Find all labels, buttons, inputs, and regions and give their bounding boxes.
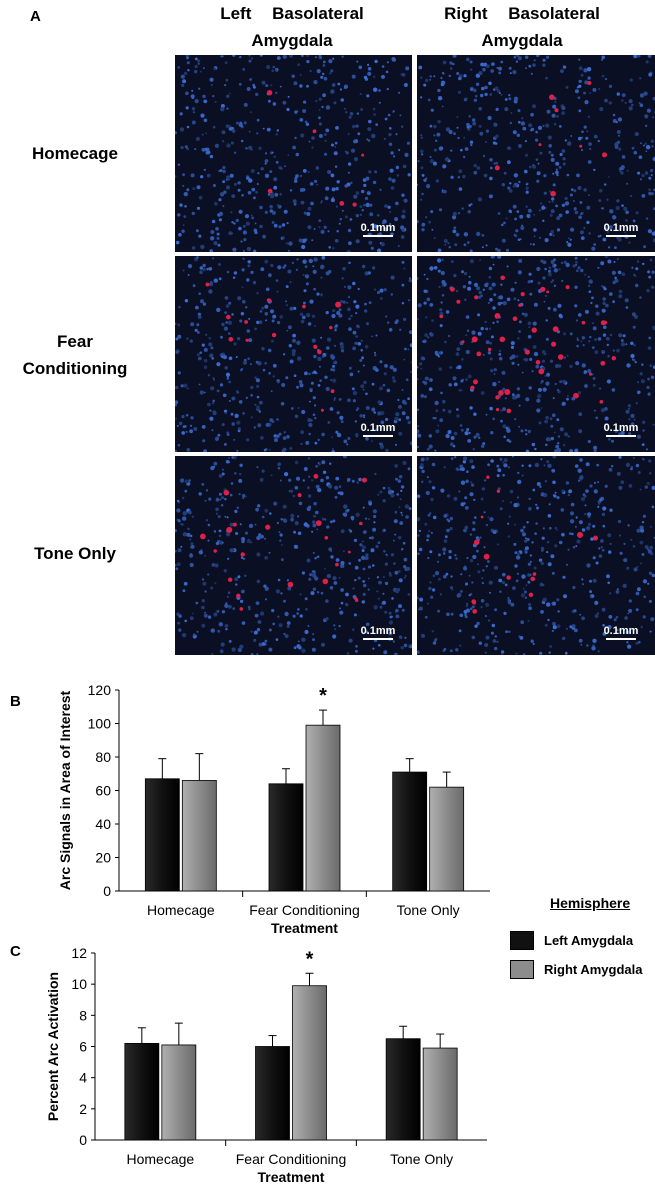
- column-header-line2: Amygdala: [251, 31, 333, 50]
- x-tick-label: Fear Conditioning: [236, 1151, 347, 1167]
- y-tick-label: 100: [88, 716, 112, 732]
- scale-bar-line: [606, 638, 636, 640]
- legend-title: Hemisphere: [550, 895, 631, 911]
- y-tick-label: 60: [95, 783, 111, 799]
- bar-right-amygdala: [305, 724, 341, 892]
- x-tick-label: Homecage: [147, 902, 215, 918]
- scale-bar-line: [606, 435, 636, 437]
- y-tick-label: 20: [95, 850, 111, 866]
- legend-swatch-left: [510, 931, 534, 950]
- panel-a-label: A: [30, 8, 41, 25]
- bar-right-amygdala: [429, 786, 465, 892]
- scale-bar-line: [363, 235, 393, 237]
- scale-bar-label: 0.1mm: [603, 222, 639, 234]
- micrograph-right-tone-only: 0.1mm: [417, 456, 655, 655]
- column-header-left-basolateral: Left Basolateral Amygdala: [192, 0, 392, 54]
- row-label-line1: Fear: [57, 332, 93, 351]
- row-label-tone-only: Tone Only: [0, 540, 150, 567]
- chart-c-percent-arc-activation: 0 2 4 6 8 10 12 Homecage * Fear Conditioning Tone …: [45, 945, 487, 1185]
- scale-bar-line: [363, 435, 393, 437]
- y-axis-title: Arc Signals in Area of Interest: [57, 690, 73, 890]
- y-tick-label: 0: [103, 883, 111, 899]
- y-tick-label: 120: [88, 682, 112, 698]
- row-label-line2: Conditioning: [22, 359, 128, 378]
- legend-label: Right Amygdala: [544, 962, 643, 977]
- column-header-right-basolateral: Right Basolateral Amygdala: [422, 0, 622, 54]
- bar-right-amygdala: [422, 1047, 458, 1141]
- micrograph-image: [417, 456, 655, 655]
- panel-b-label: B: [10, 693, 21, 710]
- y-tick-label: 40: [95, 816, 111, 832]
- bar-left-amygdala: [268, 783, 304, 892]
- legend: Hemisphere Left Amygdala Right Amygdala: [510, 895, 655, 979]
- legend-label: Left Amygdala: [544, 933, 634, 948]
- y-tick-label: 4: [79, 1070, 87, 1086]
- x-tick-label: Tone Only: [390, 1151, 453, 1167]
- legend-item-right-amygdala: Right Amygdala: [510, 960, 655, 979]
- micrograph-left-homecage: 0.1mm: [175, 55, 412, 252]
- y-axis-title: Percent Arc Activation: [45, 972, 61, 1121]
- scale-bar: 0.1mm: [601, 222, 641, 237]
- scale-bar-label: 0.1mm: [360, 222, 396, 234]
- scale-bar-label: 0.1mm: [603, 625, 639, 637]
- scale-bar-line: [363, 638, 393, 640]
- row-label-line1: Tone Only: [34, 544, 116, 563]
- scale-bar: 0.1mm: [358, 222, 398, 237]
- micrograph-image: [417, 55, 655, 252]
- scale-bar: 0.1mm: [601, 625, 641, 640]
- scale-bar-line: [606, 235, 636, 237]
- micrograph-image: [175, 55, 411, 252]
- micrograph-left-fear-conditioning: 0.1mm: [175, 256, 412, 452]
- y-tick-label: 2: [79, 1101, 87, 1117]
- micrograph-right-homecage: 0.1mm: [417, 55, 655, 252]
- scale-bar-label: 0.1mm: [360, 422, 396, 434]
- x-tick-label: Tone Only: [397, 902, 460, 918]
- bar-left-amygdala: [124, 1042, 160, 1141]
- bar-right-amygdala: [181, 780, 217, 892]
- column-header-line2: Amygdala: [481, 31, 563, 50]
- panel-c-label: C: [10, 943, 21, 960]
- column-header-line1: Right Basolateral: [444, 4, 600, 23]
- scale-bar: 0.1mm: [358, 422, 398, 437]
- y-tick-label: 10: [71, 976, 87, 992]
- bar-right-amygdala: [292, 985, 327, 1141]
- bar-left-amygdala: [255, 1046, 290, 1141]
- x-tick-label: Fear Conditioning: [249, 902, 360, 918]
- y-tick-label: 6: [79, 1039, 87, 1055]
- scale-bar: 0.1mm: [358, 625, 398, 640]
- y-tick-label: 12: [71, 945, 87, 961]
- x-axis-title: Treatment: [258, 1169, 325, 1185]
- scale-bar-label: 0.1mm: [360, 625, 396, 637]
- micrograph-left-tone-only: 0.1mm: [175, 456, 412, 655]
- chart-b-arc-signals: 0 20 40 60 80 100 120 Homecage * Fear Conditionin…: [57, 682, 490, 936]
- row-label-homecage: Homecage: [0, 140, 150, 167]
- y-tick-label: 8: [79, 1007, 87, 1023]
- row-label-line1: Homecage: [32, 144, 118, 163]
- y-tick-label: 80: [95, 749, 111, 765]
- x-axis-title: Treatment: [271, 920, 338, 936]
- significance-marker: *: [306, 948, 314, 970]
- micrograph-image: [417, 256, 655, 452]
- scale-bar: 0.1mm: [601, 422, 641, 437]
- x-tick-label: Homecage: [126, 1151, 194, 1167]
- bar-left-amygdala: [144, 778, 180, 892]
- significance-marker: *: [319, 685, 327, 707]
- column-header-line1: Left Basolateral: [220, 4, 364, 23]
- micrograph-right-fear-conditioning: 0.1mm: [417, 256, 655, 452]
- row-label-fear-conditioning: Fear Conditioning: [0, 328, 150, 382]
- micrograph-image: [175, 256, 412, 452]
- legend-swatch-right: [510, 960, 534, 979]
- bar-left-amygdala: [385, 1038, 421, 1141]
- bar-right-amygdala: [161, 1044, 197, 1141]
- bar-left-amygdala: [392, 771, 428, 892]
- micrograph-image: [175, 456, 412, 655]
- scale-bar-label: 0.1mm: [603, 422, 639, 434]
- y-tick-label: 0: [79, 1132, 87, 1148]
- legend-item-left-amygdala: Left Amygdala: [510, 931, 655, 950]
